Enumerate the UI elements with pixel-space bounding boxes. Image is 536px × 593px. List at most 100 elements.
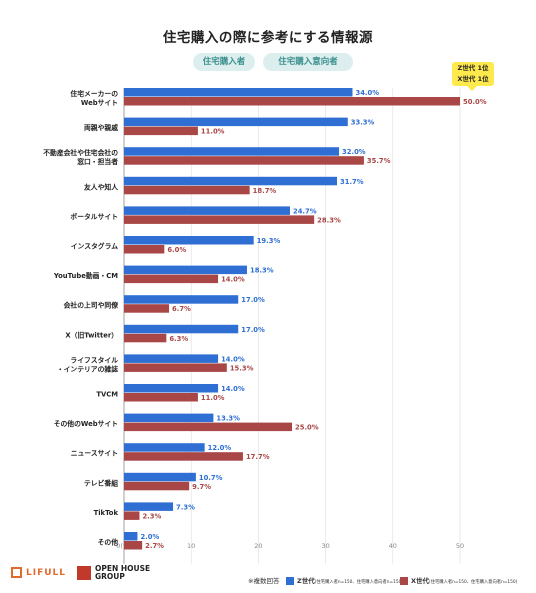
lifull-logo: LIFULL <box>26 568 67 578</box>
category-label: ・インテリアの雑誌 <box>57 364 118 373</box>
bar-x <box>124 97 460 106</box>
value-label-z: 18.3% <box>250 267 274 275</box>
category-label: 会社の上司や同僚 <box>64 301 119 310</box>
value-label-z: 33.3% <box>351 119 375 127</box>
value-label-z: 19.3% <box>257 237 281 245</box>
category-label: 窓口・担当者 <box>77 157 118 166</box>
value-label-z: 17.0% <box>241 326 265 334</box>
chart-title: 住宅購入の際に参考にする情報源 <box>162 30 374 46</box>
bar-z <box>124 532 138 541</box>
bar-z <box>124 413 214 423</box>
category-label: その他のWebサイト <box>54 419 118 428</box>
bar-x <box>124 333 167 343</box>
bar-z <box>124 88 353 97</box>
bar-z <box>124 236 254 245</box>
value-label-z: 31.7% <box>340 178 364 186</box>
legend-x-detail: (住宅購入者n=150、住宅購入意向者n=150) <box>429 580 518 585</box>
x-tick-label: 50 <box>456 542 464 550</box>
legend-z-swatch <box>286 577 294 585</box>
value-label-z: 7.3% <box>176 503 195 511</box>
bar-x <box>124 126 198 136</box>
legend-x: X世代(住宅購入者n=150、住宅購入意向者n=150) <box>400 575 517 585</box>
bar-x <box>124 511 140 520</box>
category-label: TikTok <box>94 509 119 517</box>
value-label-x: 17.7% <box>246 453 270 461</box>
tag-buyers: 住宅購入者 <box>193 53 255 71</box>
legend-x-swatch <box>400 577 408 585</box>
x-tick-label: 40 <box>389 542 397 550</box>
value-label-z: 17.0% <box>241 296 265 304</box>
bar-x <box>124 304 170 313</box>
bar-z <box>124 206 290 215</box>
bar-z <box>124 502 174 511</box>
category-label: その他 <box>98 538 119 547</box>
category-label: TVCM <box>96 391 118 399</box>
category-label: YouTube動画・CM <box>53 271 118 280</box>
bar-z <box>124 472 196 482</box>
value-label-z: 14.0% <box>221 385 245 393</box>
value-label-z: 12.0% <box>208 444 232 452</box>
callout-x-rank: X世代 1位 <box>457 75 489 83</box>
legend-z-label: Z世代 <box>297 577 315 585</box>
x-tick-label: 20 <box>254 542 262 550</box>
category-label: テレビ番組 <box>84 478 118 487</box>
value-label-x: 25.0% <box>295 424 319 432</box>
bar-x <box>124 156 364 165</box>
value-label-z: 2.0% <box>140 533 159 541</box>
value-label-x: 6.7% <box>172 305 191 313</box>
value-label-z: 34.0% <box>355 89 379 97</box>
legend-x-label: X世代 <box>411 577 430 585</box>
bar-z <box>124 443 205 452</box>
category-label: 両親や親戚 <box>84 123 118 132</box>
openhouse-logo-icon <box>77 566 91 580</box>
bar-x <box>124 363 227 372</box>
value-label-x: 35.7% <box>367 157 391 165</box>
bar-x <box>124 274 219 284</box>
legend-z-detail: (住宅購入者n=150、住宅購入意向者n=150) <box>314 580 403 585</box>
bar-z <box>124 324 239 334</box>
openhouse-logo-line2: GROUP <box>95 572 125 581</box>
bar-x <box>124 541 143 550</box>
value-label-x: 2.3% <box>142 512 161 520</box>
value-label-x: 11.0% <box>201 394 225 402</box>
value-label-z: 13.3% <box>216 415 240 423</box>
multiple-answer-note: ※複数回答 <box>248 577 280 585</box>
bar-x <box>124 185 250 195</box>
category-label: 住宅メーカーの <box>70 89 118 98</box>
bar-z <box>124 117 348 127</box>
category-label: ニュースサイト <box>71 450 118 458</box>
value-label-x: 6.3% <box>169 335 188 343</box>
category-label: 不動産会社や住宅会社の <box>43 148 118 157</box>
bar-z <box>124 176 338 186</box>
value-label-x: 11.0% <box>201 128 225 136</box>
bar-z <box>124 384 219 393</box>
category-label: インスタグラム <box>71 242 118 251</box>
callout-z-rank: Z世代 1位 <box>457 64 489 72</box>
bar-z <box>124 354 219 363</box>
category-label: Webサイト <box>81 99 118 107</box>
legend-z: Z世代(住宅購入者n=150、住宅購入意向者n=150) <box>286 575 403 585</box>
value-label-x: 6.0% <box>167 246 186 254</box>
value-label-x: 2.7% <box>145 542 164 550</box>
value-label-x: 9.7% <box>192 483 211 491</box>
bar-z <box>124 147 340 156</box>
value-label-x: 28.3% <box>317 216 341 224</box>
value-label-x: 15.3% <box>230 364 254 372</box>
bar-z <box>124 295 239 304</box>
category-label: ポータルサイト <box>70 212 118 221</box>
openhouse-logo: OPEN HOUSE GROUP <box>95 565 150 581</box>
bar-z <box>124 265 247 275</box>
x-tick-label: 30 <box>321 542 329 550</box>
value-label-z: 24.7% <box>293 207 317 215</box>
value-label-z: 10.7% <box>199 474 223 482</box>
tag-prospective-buyers: 住宅購入意向者 <box>263 53 353 71</box>
openhouse-logo-line1: OPEN HOUSE <box>95 564 151 573</box>
bar-x <box>124 393 198 402</box>
bar-x <box>124 245 165 254</box>
value-label-z: 32.0% <box>342 148 366 156</box>
rank-callout: Z世代 1位 X世代 1位 <box>452 62 494 91</box>
value-label-z: 14.0% <box>221 355 245 363</box>
bar-x <box>124 481 190 491</box>
value-label-x: 14.0% <box>221 276 245 284</box>
